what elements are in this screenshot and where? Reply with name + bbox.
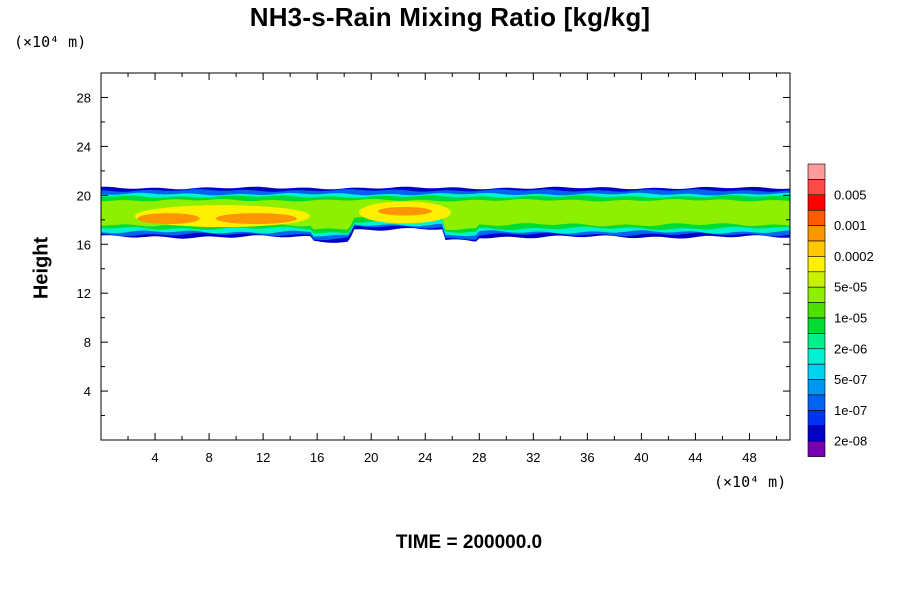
legend-swatch	[807, 363, 826, 380]
legend-swatch	[807, 271, 826, 288]
legend-label: 5e-07	[834, 372, 867, 387]
legend-label: 2e-06	[834, 341, 867, 356]
contour-blob	[377, 206, 432, 216]
legend-swatch	[807, 333, 826, 350]
legend-swatch	[807, 425, 826, 442]
legend-swatch	[807, 209, 826, 226]
legend-label: 1e-07	[834, 403, 867, 418]
x-tick-label: 44	[688, 450, 702, 465]
colorbar-legend: 0.005 0.001 0.0002 5e-05 1e-05 2e-06 5e-07 1e-0…	[807, 163, 874, 457]
x-tick-label: 12	[256, 450, 270, 465]
contour-blob	[215, 213, 297, 225]
legend-swatch	[807, 256, 826, 273]
legend-label: 0.001	[834, 218, 867, 233]
x-tick-label: 36	[580, 450, 594, 465]
y-tick-label: 8	[84, 335, 91, 350]
legend-label: 1e-05	[834, 311, 867, 326]
x-tick-label: 48	[742, 450, 756, 465]
legend-swatch	[807, 286, 826, 303]
y-unit-label: (×10⁴ m)	[14, 33, 87, 51]
legend-swatch	[807, 348, 826, 365]
x-tick-label: 20	[364, 450, 378, 465]
legend-label: 0.005	[834, 187, 867, 202]
legend-swatch	[807, 163, 826, 180]
legend-label: 0.0002	[834, 249, 874, 264]
chart-title: NH3-s-Rain Mixing Ratio [kg/kg]	[249, 2, 651, 32]
legend-swatch	[807, 302, 826, 319]
x-tick-label: 8	[205, 450, 212, 465]
x-tick-label: 4	[151, 450, 158, 465]
x-tick-label: 28	[472, 450, 486, 465]
y-tick-label: 20	[77, 188, 91, 203]
legend-swatch	[807, 394, 826, 411]
contour-blob	[137, 213, 200, 225]
legend-swatch	[807, 240, 826, 257]
time-footer: TIME = 200000.0	[395, 532, 543, 553]
legend-swatch	[807, 379, 826, 396]
x-tick-label: 16	[310, 450, 324, 465]
legend-swatch	[807, 179, 826, 196]
legend-label: 5e-05	[834, 280, 867, 295]
x-tick-label: 32	[526, 450, 540, 465]
plot-frame	[100, 72, 791, 441]
legend-swatch	[807, 440, 826, 457]
x-tick-label: 40	[634, 450, 648, 465]
legend-swatch	[807, 194, 826, 211]
legend-swatch	[807, 225, 826, 242]
legend-swatch	[807, 317, 826, 334]
y-tick-label: 12	[77, 286, 91, 301]
y-tick-label: 4	[84, 384, 91, 399]
y-tick-label: 28	[77, 90, 91, 105]
x-unit-label: (×10⁴ m)	[714, 473, 787, 491]
plot-fill-layer	[101, 186, 790, 243]
y-tick-label: 16	[77, 237, 91, 252]
y-tick-label: 24	[77, 139, 91, 154]
legend-label: 2e-08	[834, 434, 867, 449]
legend-swatch	[807, 410, 826, 427]
x-tick-label: 24	[418, 450, 432, 465]
